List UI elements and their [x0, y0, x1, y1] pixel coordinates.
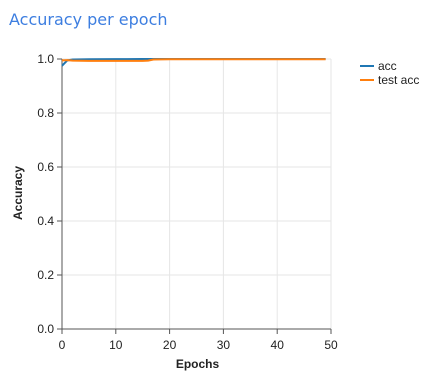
- series-lines: [61, 58, 326, 67]
- y-tick-label: 0.0: [37, 322, 54, 336]
- series-line-test-acc: [61, 58, 326, 62]
- axes: [57, 58, 332, 334]
- x-axis-label: Epochs: [176, 357, 220, 371]
- y-tick-label: 0.6: [37, 160, 54, 174]
- chart-title: Accuracy per epoch: [9, 10, 168, 29]
- x-tick-label: 10: [109, 338, 123, 352]
- y-axis-label: Accuracy: [11, 166, 25, 220]
- x-tick-label: 30: [217, 338, 231, 352]
- tick-labels: 0 10 20 30 40 50 0.0 0.2 0.4 0.6 0.8 1.0: [37, 52, 338, 352]
- grid: [61, 58, 332, 330]
- x-tick-label: 50: [324, 338, 338, 352]
- x-tick-label: 20: [163, 338, 177, 352]
- x-tick-label: 40: [271, 338, 285, 352]
- y-tick-label: 0.4: [37, 214, 54, 228]
- x-tick-label: 0: [59, 338, 66, 352]
- y-tick-label: 0.8: [37, 106, 54, 120]
- y-tick-label: 0.2: [37, 268, 54, 282]
- y-tick-label: 1.0: [37, 52, 54, 66]
- legend-label: acc: [378, 59, 397, 73]
- legend-label: test acc: [378, 73, 419, 87]
